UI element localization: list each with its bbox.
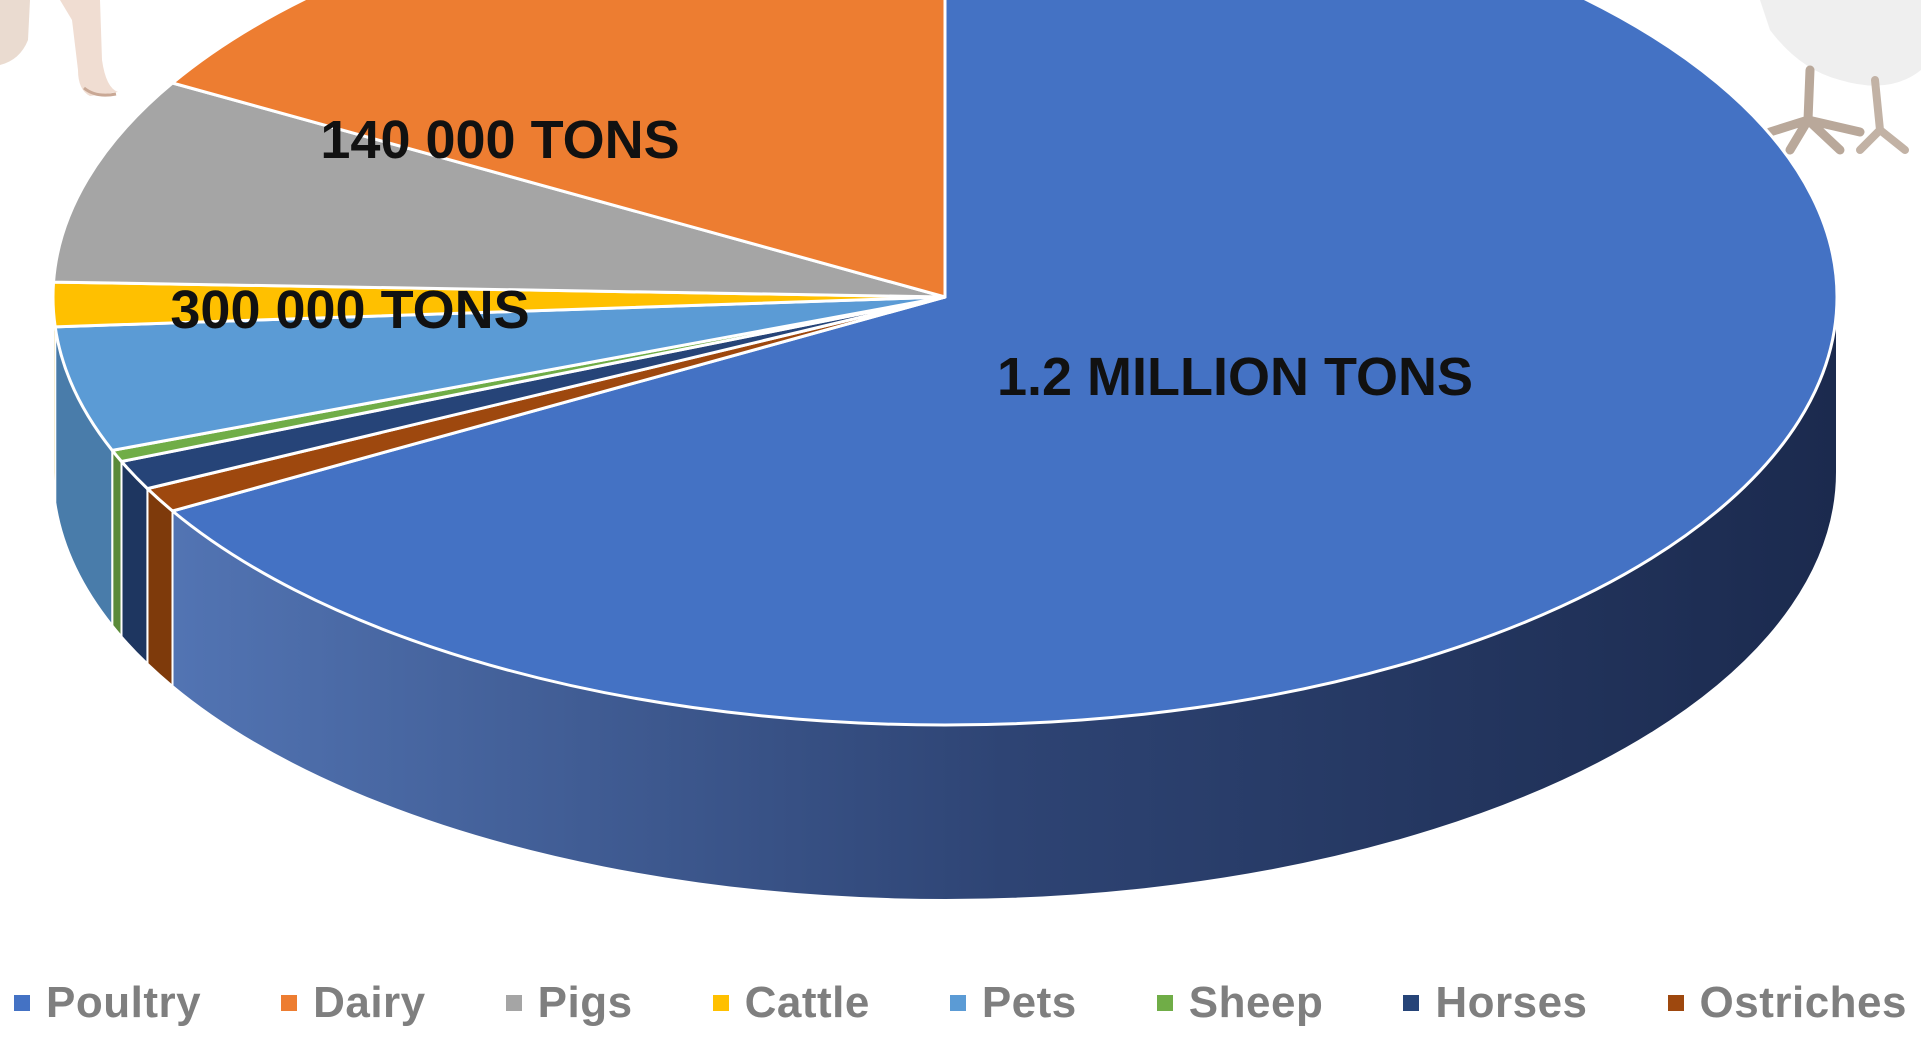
legend-label-dairy: Dairy <box>313 978 426 1027</box>
pie-side-ostriches <box>146 486 174 689</box>
pie-slice-dairy <box>171 0 947 299</box>
legend-label-pigs: Pigs <box>537 978 633 1027</box>
legend-swatch-ostriches <box>1667 995 1684 1011</box>
legend-item-cattle: Cattle <box>712 978 870 1028</box>
legend-label-sheep: Sheep <box>1188 978 1324 1027</box>
legend-swatch-pigs <box>505 995 522 1011</box>
legend-item-sheep: Sheep <box>1156 978 1324 1028</box>
legend-item-horses: Horses <box>1403 978 1587 1028</box>
pie-side-sheep <box>111 447 123 640</box>
pie-slice-pigs <box>52 81 947 299</box>
legend-label-ostriches: Ostriches <box>1699 978 1907 1027</box>
legend-item-pigs: Pigs <box>505 978 633 1028</box>
data-label-dairy: 300 000 TONS <box>170 280 529 340</box>
chart-legend: Poultry Dairy Pigs Cattle Pets Sheep Horses Ost… <box>0 968 1921 1038</box>
pie-slice-poultry <box>171 0 1839 727</box>
legend-item-pets: Pets <box>949 978 1077 1028</box>
pie-side-horses <box>120 458 149 666</box>
legend-swatch-pets <box>949 995 966 1011</box>
legend-swatch-poultry <box>14 995 30 1011</box>
legend-item-poultry: Poultry <box>14 978 201 1028</box>
legend-label-pets: Pets <box>981 978 1077 1027</box>
legend-swatch-horses <box>1403 995 1420 1011</box>
data-label-pigs: 140 000 TONS <box>320 110 679 170</box>
chicken-legs-icon <box>1760 0 1921 155</box>
legend-item-dairy: Dairy <box>281 978 426 1028</box>
legend-label-cattle: Cattle <box>744 978 870 1027</box>
legend-swatch-cattle <box>712 995 729 1011</box>
legend-label-horses: Horses <box>1435 978 1588 1027</box>
data-label-poultry: 1.2 MILLION TONS <box>997 347 1473 407</box>
pig-legs-icon <box>0 0 118 97</box>
legend-item-ostriches: Ostriches <box>1667 978 1907 1028</box>
legend-swatch-dairy <box>281 995 298 1011</box>
legend-swatch-sheep <box>1156 995 1173 1011</box>
pie-slice-pets <box>53 295 947 452</box>
legend-label-poultry: Poultry <box>46 978 202 1027</box>
